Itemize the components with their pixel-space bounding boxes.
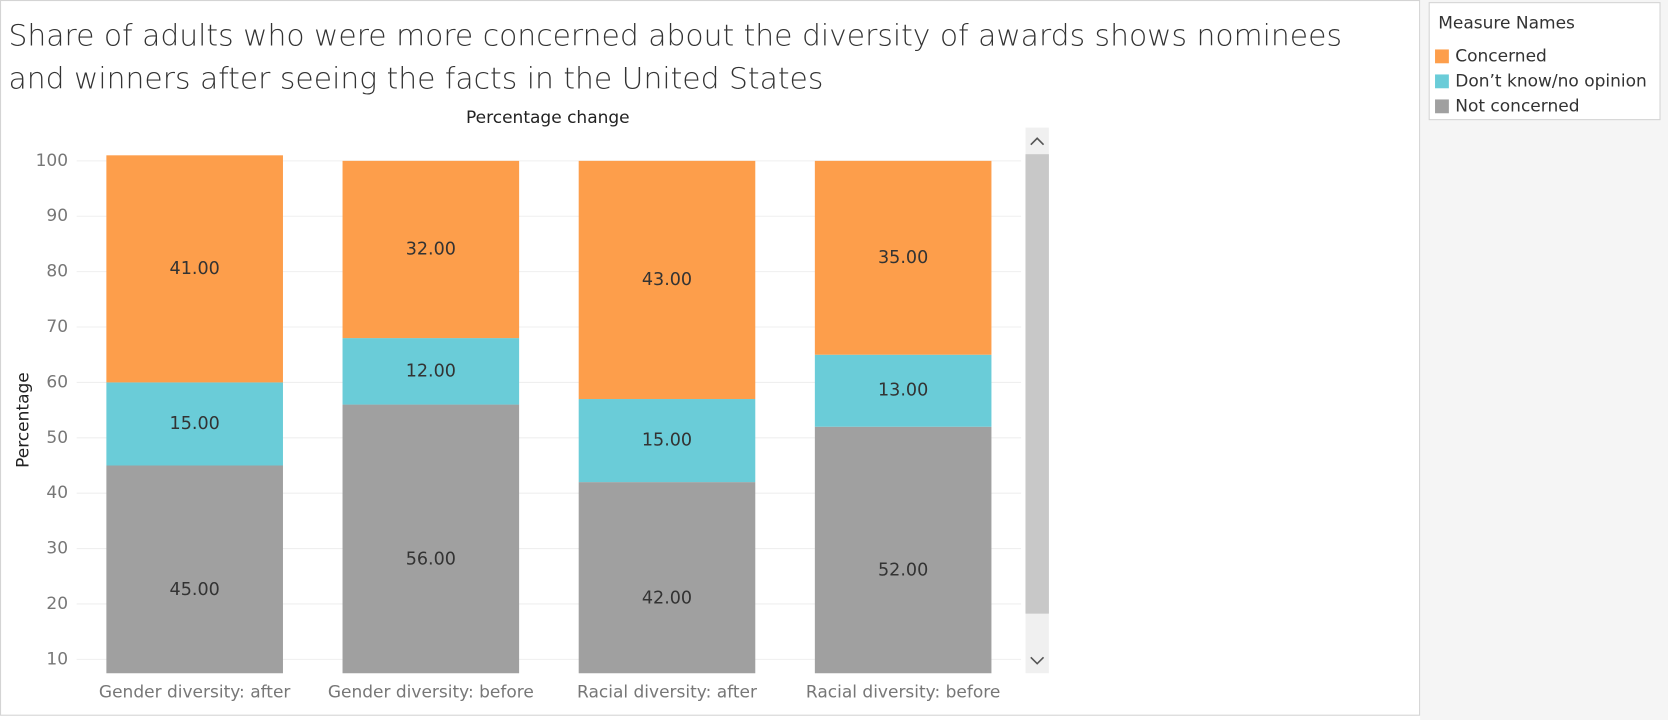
legend-label: Not concerned (1455, 96, 1579, 116)
data-label: 56.00 (406, 550, 456, 570)
bar-segment (578, 399, 756, 483)
x-tick-label: Gender diversity: after (99, 682, 291, 702)
data-label: 41.00 (170, 259, 220, 279)
legend-label: Concerned (1455, 46, 1547, 66)
scroll-up[interactable] (1030, 137, 1045, 146)
y-tick-label: 40 (46, 483, 68, 503)
bar-segment (106, 382, 283, 466)
x-axis-title: Percentage change (466, 108, 630, 128)
data-label: 15.00 (170, 414, 220, 434)
y-tick-label: 20 (46, 594, 68, 614)
y-tick-label: 60 (46, 372, 68, 392)
y-tick-label: 50 (46, 428, 68, 448)
data-label: 42.00 (642, 588, 692, 608)
legend-frame (1428, 2, 1661, 121)
chart-title: Share of adults who were more concerned … (8, 18, 1342, 96)
bar-segment (578, 482, 756, 674)
bar-segment (814, 160, 992, 355)
x-tick-label: Racial diversity: before (806, 682, 1000, 702)
scroll-down[interactable] (1030, 656, 1045, 665)
title-box: Share of adults who were more concerned … (8, 18, 1342, 96)
data-label: 13.00 (878, 381, 928, 401)
y-tick-label: 80 (46, 262, 68, 282)
y-axis-title: Percentage (13, 372, 33, 468)
x-tick-label: Gender diversity: before (328, 682, 534, 702)
bar-segment (342, 404, 520, 674)
legend-swatch (1435, 74, 1449, 89)
bar-segment (106, 465, 283, 674)
data-label: 32.00 (406, 239, 456, 259)
bar-segment (342, 160, 520, 339)
legend-label: Don’t know/no opinion (1455, 71, 1647, 91)
data-label: 43.00 (642, 270, 692, 290)
y-tick-label: 100 (36, 151, 68, 171)
plot-area (76, 155, 1022, 674)
y-tick-label: 70 (46, 317, 68, 337)
data-label: 52.00 (878, 561, 928, 581)
legend-swatch (1435, 99, 1449, 114)
bar-segment (814, 354, 992, 427)
bar-segment (578, 160, 756, 400)
legend-swatch (1435, 49, 1449, 64)
bar-segment (342, 338, 520, 405)
data-label: 15.00 (642, 431, 692, 451)
y-tick-label: 10 (46, 649, 68, 669)
x-tick-label: Racial diversity: after (577, 682, 757, 702)
bar-segment (814, 426, 992, 674)
y-tick-label: 90 (46, 206, 68, 226)
y-tick-label: 30 (46, 539, 68, 559)
legend-title: Measure Names (1438, 13, 1575, 33)
scrollbar-thumb[interactable] (1025, 154, 1049, 614)
data-label: 35.00 (878, 248, 928, 268)
bar-segment (106, 155, 283, 383)
data-label: 12.00 (406, 361, 456, 381)
data-label: 45.00 (170, 580, 220, 600)
